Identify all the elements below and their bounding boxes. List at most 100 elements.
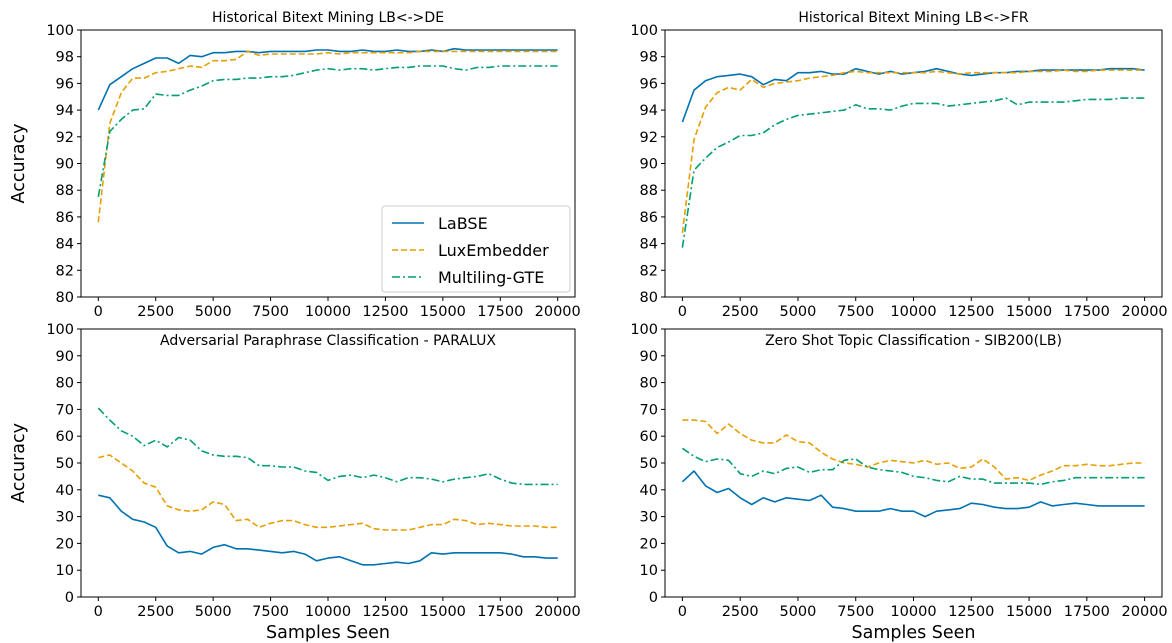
- y-tick-label: 90: [56, 349, 74, 365]
- y-tick-label: 80: [56, 290, 74, 306]
- y-tick-label: 100: [46, 23, 74, 39]
- y-tick-label: 88: [56, 183, 74, 199]
- legend-label-labse: LaBSE: [438, 214, 488, 233]
- y-tick-label: 98: [56, 50, 74, 66]
- y-tick-label: 94: [640, 103, 658, 119]
- x-tick-label: 10000: [890, 604, 936, 620]
- y-tick-label: 0: [65, 590, 74, 606]
- y-tick-label: 96: [640, 76, 658, 92]
- y-tick-label: 40: [56, 483, 74, 499]
- x-tick-label: 2500: [722, 604, 759, 620]
- x-tick-label: 7500: [837, 604, 874, 620]
- chart-title: Historical Bitext Mining LB<->DE: [212, 10, 444, 26]
- series-line-labse: [681, 470, 1145, 518]
- y-tick-label: 100: [630, 322, 658, 338]
- series-line-luxembedder: [682, 419, 1145, 482]
- chart-panel-4: 0 2500 5000 7500 10000 12500 15000 17500 20000 0 1…: [630, 322, 1167, 643]
- x-tick-label: 2500: [137, 304, 174, 320]
- y-tick-label: 92: [640, 130, 658, 146]
- series-line-multiling-gte: [97, 65, 558, 198]
- x-tick-label: 20000: [535, 304, 581, 320]
- series-line-labse: [98, 494, 558, 566]
- y-tick-label: 88: [640, 183, 658, 199]
- y-tick-label: 86: [56, 210, 74, 226]
- x-tick-label: 15000: [1006, 304, 1052, 320]
- legend-label-luxembedder: LuxEmbedder: [438, 241, 549, 260]
- y-tick-label: 20: [56, 536, 74, 552]
- series-line-multiling-gte: [97, 407, 558, 486]
- y-tick-label: 92: [56, 130, 74, 146]
- chart-panel-3: 0 2500 5000 7500 10000 12500 15000 17500 20000 0 1…: [9, 322, 581, 643]
- x-tick-label: 15000: [420, 304, 466, 320]
- x-tick-label: 20000: [1122, 304, 1168, 320]
- chart-title: Adversarial Paraphrase Classification - …: [160, 333, 496, 349]
- x-tick-label: 12500: [948, 304, 994, 320]
- legend-box: [381, 205, 571, 293]
- y-tick-label: 94: [56, 103, 74, 119]
- x-tick-label: 0: [678, 304, 687, 320]
- x-tick-label: 12500: [362, 604, 408, 620]
- y-tick-label: 70: [56, 402, 74, 418]
- y-tick-label: 98: [640, 50, 658, 66]
- y-tick-label: 84: [640, 237, 658, 253]
- y-tick-label: 10: [56, 563, 74, 579]
- x-tick-label: 7500: [252, 304, 289, 320]
- x-tick-label: 5000: [779, 304, 816, 320]
- x-tick-label: 17500: [477, 604, 523, 620]
- y-tick-label: 20: [640, 536, 658, 552]
- x-tick-label: 17500: [1064, 304, 1110, 320]
- y-tick-label: 30: [56, 510, 74, 526]
- x-tick-label: 12500: [948, 604, 994, 620]
- y-tick-label: 30: [640, 510, 658, 526]
- x-tick-label: 5000: [195, 304, 232, 320]
- x-tick-label: 10000: [305, 304, 351, 320]
- chart-title: Zero Shot Topic Classification - SIB200(…: [765, 333, 1062, 349]
- legend: LaBSE LuxEmbedder Multiling-GTE: [381, 205, 571, 293]
- y-tick-label: 100: [630, 23, 658, 39]
- x-tick-label: 5000: [195, 604, 232, 620]
- series-line-luxembedder: [98, 454, 558, 531]
- chart-panel-2: 0 2500 5000 7500 10000 12500 15000 17500 20000 80…: [630, 10, 1167, 320]
- x-tick-label: 20000: [535, 604, 581, 620]
- legend-label-multiling-gte: Multiling-GTE: [438, 268, 544, 287]
- y-axis-label: Accuracy: [9, 423, 29, 503]
- y-axis-label: Accuracy: [9, 124, 29, 204]
- y-tick-label: 0: [649, 590, 658, 606]
- y-tick-label: 90: [640, 349, 658, 365]
- y-tick-label: 10: [640, 563, 658, 579]
- x-tick-label: 0: [94, 604, 103, 620]
- y-tick-label: 50: [640, 456, 658, 472]
- x-tick-label: 0: [94, 304, 103, 320]
- y-tick-label: 82: [640, 263, 658, 279]
- y-tick-label: 80: [640, 376, 658, 392]
- x-axis-label: Samples Seen: [851, 623, 975, 643]
- x-tick-label: 0: [678, 604, 687, 620]
- y-tick-label: 50: [56, 456, 74, 472]
- y-tick-label: 82: [56, 263, 74, 279]
- series-line-labse: [681, 67, 1145, 123]
- x-tick-label: 20000: [1122, 604, 1168, 620]
- plot-frame: [80, 328, 576, 598]
- x-tick-label: 2500: [137, 604, 174, 620]
- y-tick-label: 90: [640, 157, 658, 173]
- y-tick-label: 80: [640, 290, 658, 306]
- y-tick-label: 60: [640, 429, 658, 445]
- x-tick-label: 7500: [252, 604, 289, 620]
- x-tick-label: 15000: [420, 604, 466, 620]
- x-tick-label: 15000: [1006, 604, 1052, 620]
- series-line-multiling-gte: [681, 447, 1145, 486]
- y-tick-label: 90: [56, 157, 74, 173]
- x-tick-label: 12500: [362, 304, 408, 320]
- x-tick-label: 10000: [305, 604, 351, 620]
- series-line-luxembedder: [97, 50, 558, 223]
- y-tick-label: 84: [56, 237, 74, 253]
- x-tick-label: 10000: [890, 304, 936, 320]
- series-line-multiling-gte: [681, 97, 1145, 248]
- chart-title: Historical Bitext Mining LB<->FR: [798, 10, 1029, 26]
- series-line-luxembedder: [681, 69, 1145, 233]
- y-tick-label: 70: [640, 402, 658, 418]
- y-tick-label: 60: [56, 429, 74, 445]
- x-tick-label: 7500: [837, 304, 874, 320]
- x-tick-label: 17500: [477, 304, 523, 320]
